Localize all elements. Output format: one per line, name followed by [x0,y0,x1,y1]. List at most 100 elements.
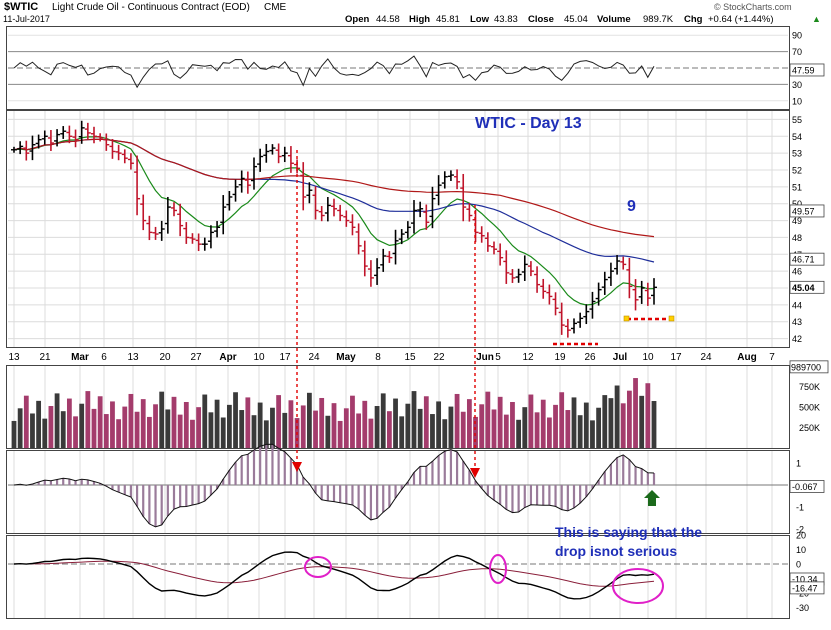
ohlc-bar [515,268,522,283]
volume-bar [239,410,245,448]
ohlc-bar [121,149,128,164]
volume-tick-label: 250K [799,423,820,433]
volume-bar [140,399,146,448]
price-tick-label: 55 [792,115,802,125]
volume-bar [97,396,103,448]
ma-short-line [13,136,655,306]
x-axis-strip [6,348,790,365]
macd-hist-tick-label: -1 [796,503,804,513]
ohlc-bar [331,198,337,217]
volume-bar [633,378,638,448]
ohlc-bar [644,282,651,306]
macd-line [13,551,655,600]
volume-bar [503,414,509,448]
ohlc-bar [521,255,528,281]
ohlc-bar [164,196,171,234]
volume-bar [386,411,392,448]
x-tick-label: 20 [159,352,171,363]
ohlc-bar [66,125,73,144]
volume-bar [540,399,546,448]
panel-frames [6,26,790,619]
ohlc-bar [183,222,190,244]
volume-bar [313,410,318,448]
rsi-tick-label: 10 [792,96,802,106]
volume-bar [17,408,23,448]
ohlc-bar [146,215,153,241]
price-tick-label: 44 [792,300,802,310]
low-label: Low [470,14,490,25]
ohlc-bar [404,221,411,239]
ohlc-bar [269,144,276,155]
volume-bar [596,407,602,448]
ohlc-bar [115,144,122,161]
volume-bar [233,392,238,448]
volume-bar [479,404,485,448]
volume-bar [11,420,17,448]
ohlc-bar [497,243,504,266]
volume-bar [202,394,208,448]
volume-bar [460,411,466,448]
ohlc-bar [577,312,584,328]
ohlc-bar [54,129,61,147]
ohlc-bar [171,202,177,217]
volume-bar [325,415,331,448]
price-value-tag-label: 46.71 [792,255,815,265]
volume-bar [42,418,48,448]
ohlc-bar [460,173,467,222]
chart-date: 11-Jul-2017 [3,14,50,24]
ohlc-bar [312,186,319,220]
volume-bar [645,383,651,448]
macd-value-tag-label: -10.34 [792,574,818,584]
ohlc-bar [626,257,633,299]
ohlc-bar [564,318,571,338]
volume-bar [534,412,540,448]
ohlc-bar [558,302,565,335]
macd-hist-outline [13,443,655,528]
volume-bar [116,419,122,448]
x-tick-label: May [336,352,356,363]
ohlc-bar [41,130,48,145]
volume-bar [165,409,171,448]
price-value-tag [789,252,825,266]
price-tick-label: 54 [792,132,802,142]
ohlc-bar [546,284,553,305]
volume-value-tag-label: 989700 [791,362,821,372]
volume-bar [651,401,657,448]
volume-bar [559,392,565,448]
x-tick-label: 5 [495,352,501,363]
volume-bar [590,420,595,448]
macd-signal-line [14,560,655,587]
ohlc-bar [11,146,17,153]
volume-bar [516,419,522,448]
volume-bar [134,411,140,448]
volume-bar [306,392,312,448]
x-tick-label: Aug [737,352,756,363]
volume-bar [442,419,448,448]
highlight-circle-3 [612,568,664,604]
symbol: $WTIC [4,1,38,13]
macd-value-tag [789,581,825,595]
wave-count-label: 9 [627,198,636,215]
volume-bar [374,406,380,448]
ohlc-bar [466,203,473,222]
highlight-circle-1 [304,556,332,578]
volume-series [11,378,657,448]
volume-bar [571,397,577,448]
x-tick-label: 10 [642,352,654,363]
volume-bar [405,403,411,448]
x-tick-label: 7 [769,352,775,363]
ohlc-bar [534,266,541,293]
volume-bar [620,403,626,448]
ohlc-bar [491,241,497,255]
ohlc-bar [447,170,454,181]
volume-bar [300,405,306,448]
ohlc-bar [349,214,356,236]
ohlc-bar [23,140,30,161]
price-tick-label: 46 [792,267,802,277]
x-tick-label: 8 [375,352,381,363]
volume-bar [91,408,97,448]
rsi-value-tag [789,63,825,77]
annotations: WTIC - Day 13 9 This is saying that the … [292,115,702,604]
price-value-tag-label: 45.04 [792,283,815,293]
price-tick-label: 52 [792,166,802,176]
